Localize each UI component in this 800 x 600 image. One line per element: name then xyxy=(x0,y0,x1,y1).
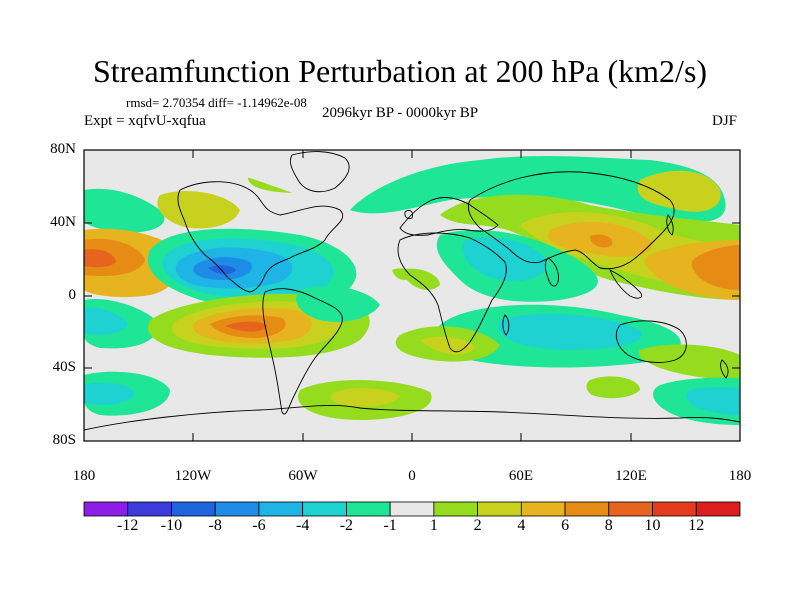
coast-greenland xyxy=(289,151,350,193)
lon-label-180e: 180 xyxy=(728,468,752,484)
contour-negative-south-atlantic xyxy=(296,285,380,322)
colorbar-label: -8 xyxy=(208,517,222,534)
contour-field xyxy=(84,150,740,441)
contour-positive-south-indian xyxy=(586,376,640,399)
contour-negative-arctic-eurasia xyxy=(84,150,740,207)
lat-label-80n: 80N xyxy=(50,141,76,157)
colorbar xyxy=(83,501,741,517)
lon-label-180w: 180 xyxy=(72,468,96,484)
contour-positive-northpacific-east xyxy=(637,170,721,212)
coast-south-america xyxy=(262,288,343,415)
colorbar-label: 2 xyxy=(473,517,482,534)
colorbar-swatch xyxy=(171,501,216,517)
contour-negative-africa-core xyxy=(462,237,547,282)
colorbar-label: 6 xyxy=(561,517,570,534)
lon-label-60e: 60E xyxy=(508,468,534,484)
colorbar-swatch xyxy=(214,501,260,517)
contour-negative-central-america-min xyxy=(208,265,236,275)
colorbar-swatch xyxy=(477,501,522,517)
period-label: 2096kyr BP - 0000kyr BP xyxy=(322,105,479,121)
lat-label-0: 0 xyxy=(68,287,77,303)
contour-positive-pacific-max xyxy=(590,234,613,248)
colorbar-swatch xyxy=(608,501,653,517)
coast-uk xyxy=(404,209,413,220)
lon-label-0: 0 xyxy=(408,468,416,484)
contour-negative-north-pacific-west xyxy=(84,188,165,233)
colorbar-label: 10 xyxy=(644,517,661,534)
rmsd-stats-label: rmsd= 2.70354 diff= -1.14962e-08 xyxy=(126,95,307,110)
colorbar-swatch xyxy=(83,501,129,517)
colorbar-label: -6 xyxy=(252,517,266,534)
contour-positive-northeast-pacific-max xyxy=(84,249,116,268)
coast-southeast-asia xyxy=(609,269,643,299)
colorbar-swatch xyxy=(258,501,304,517)
lon-label-120e: 120E xyxy=(615,468,647,484)
experiment-label: Expt = xqfvU-xqfua xyxy=(84,113,206,129)
colorbar-swatch xyxy=(345,501,391,517)
colorbar-label: 8 xyxy=(604,517,613,534)
colorbar-label: 1 xyxy=(429,517,438,534)
colorbar-swatch xyxy=(652,501,697,517)
lat-label-40s: 40S xyxy=(52,359,76,375)
colorbar-label: -12 xyxy=(117,517,139,534)
contour-positive-southern-ocean-core xyxy=(330,388,400,407)
coastlines xyxy=(84,151,740,431)
lat-label-80s: 80S xyxy=(52,432,76,448)
coast-north-america xyxy=(177,181,344,293)
lon-label-60w: 60W xyxy=(288,468,318,484)
chart-title: Streamfunction Perturbation at 200 hPa (… xyxy=(92,53,708,89)
colorbar-label: 12 xyxy=(688,517,705,534)
contour-negative-south-pacific-west-core xyxy=(84,307,128,335)
coast-madagascar xyxy=(502,314,510,336)
coast-japan xyxy=(666,214,674,236)
coast-europe xyxy=(399,197,499,236)
contour-positive-australia xyxy=(638,344,740,380)
colorbar-swatch xyxy=(302,501,347,517)
coast-australia xyxy=(615,320,687,363)
season-label: DJF xyxy=(712,113,738,129)
colorbar-swatch xyxy=(695,501,741,517)
coast-africa xyxy=(397,232,507,353)
colorbar-label: -4 xyxy=(295,517,310,534)
lon-ticks xyxy=(83,150,741,441)
colorbar-swatch xyxy=(433,501,479,517)
colorbar-swatch xyxy=(127,501,172,517)
contour-negative-southern-ocean-east-core xyxy=(686,387,740,415)
colorbar-label: 4 xyxy=(517,517,526,534)
colorbar-swatch xyxy=(564,501,610,517)
contour-positive-pacific-core xyxy=(691,245,740,290)
colorbar-swatch xyxy=(389,501,435,517)
colorbar-swatch xyxy=(520,501,566,517)
contour-positive-south-pacific-max xyxy=(225,321,268,332)
coast-new-zealand xyxy=(720,359,729,379)
colorbar-label: -10 xyxy=(160,517,183,534)
colorbar-label: -1 xyxy=(383,517,397,534)
coast-india xyxy=(544,257,559,287)
colorbar-label: -2 xyxy=(339,517,354,534)
lat-ticks xyxy=(84,149,740,442)
coast-asia xyxy=(467,171,675,270)
lat-label-40n: 40N xyxy=(50,214,76,230)
contour-negative-southern-ocean-west-core xyxy=(84,382,135,405)
contour-negative-southern-indian-core xyxy=(498,313,642,350)
lon-label-120w: 120W xyxy=(174,468,212,484)
coast-antarctica xyxy=(84,404,740,431)
contour-negative-eurasia-band xyxy=(350,155,726,223)
